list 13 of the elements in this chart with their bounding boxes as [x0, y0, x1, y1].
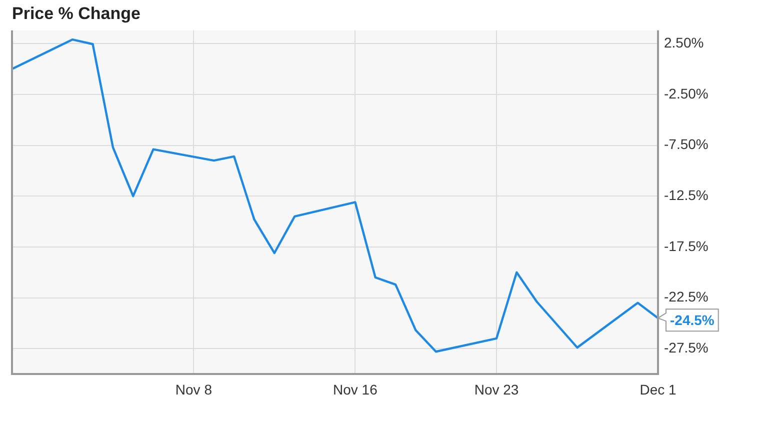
chart-title: Price % Change — [12, 4, 140, 23]
x-tick-label: Nov 16 — [333, 381, 378, 398]
y-tick-label: -2.50% — [664, 85, 708, 102]
y-tick-label: -7.50% — [664, 136, 708, 152]
y-tick-label: 2.50% — [664, 34, 704, 50]
y-tick-label: -12.5% — [664, 186, 708, 203]
x-tick-label: Dec 1 — [640, 381, 676, 398]
x-tick-label: Nov 8 — [175, 381, 212, 398]
y-tick-label: -27.5% — [664, 339, 708, 356]
x-tick-label: Nov 23 — [474, 381, 519, 398]
y-tick-label: -22.5% — [664, 288, 708, 305]
y-tick-label: -17.5% — [664, 238, 708, 254]
data-label: -24.5% — [670, 312, 715, 328]
